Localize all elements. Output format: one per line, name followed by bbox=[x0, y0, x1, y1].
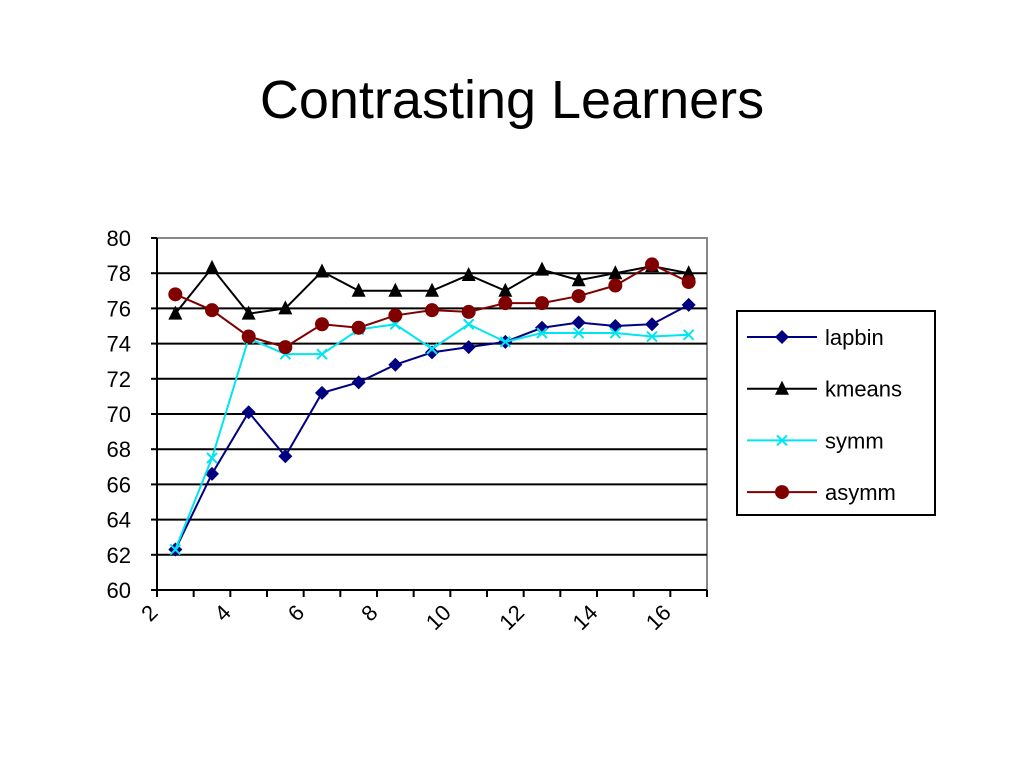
marker bbox=[425, 282, 439, 297]
marker bbox=[681, 297, 696, 312]
marker bbox=[316, 348, 328, 360]
y-tick-label: 76 bbox=[107, 296, 131, 321]
marker bbox=[168, 287, 183, 302]
marker bbox=[351, 320, 366, 335]
marker bbox=[682, 329, 695, 341]
marker bbox=[461, 304, 476, 319]
y-tick-label: 60 bbox=[107, 578, 131, 603]
marker bbox=[498, 296, 513, 311]
y-tick-label: 62 bbox=[107, 543, 131, 568]
marker bbox=[425, 303, 439, 318]
marker bbox=[205, 259, 219, 274]
marker bbox=[775, 485, 789, 500]
marker bbox=[168, 305, 183, 320]
marker bbox=[315, 317, 329, 332]
x-tick-label: 8 bbox=[356, 600, 382, 626]
marker bbox=[461, 340, 476, 355]
x-tick-label: 6 bbox=[283, 600, 309, 626]
slide-title: Contrasting Learners bbox=[260, 70, 764, 130]
marker bbox=[278, 300, 293, 315]
x-tick-label: 4 bbox=[210, 600, 236, 626]
x-tick-label: 12 bbox=[494, 600, 529, 635]
marker bbox=[206, 452, 218, 464]
marker bbox=[609, 327, 622, 339]
marker bbox=[462, 318, 475, 330]
marker bbox=[169, 543, 182, 556]
marker bbox=[499, 336, 512, 348]
y-tick-label: 66 bbox=[107, 472, 131, 497]
marker bbox=[278, 449, 293, 464]
marker bbox=[571, 315, 586, 330]
marker bbox=[608, 265, 623, 280]
y-tick-label: 68 bbox=[107, 437, 131, 462]
marker bbox=[775, 330, 789, 344]
legend-label: symm bbox=[825, 428, 884, 453]
marker bbox=[461, 266, 476, 281]
marker bbox=[388, 282, 403, 297]
x-tick-label: 14 bbox=[568, 600, 603, 635]
marker bbox=[645, 257, 659, 272]
x-tick-label: 2 bbox=[136, 600, 162, 626]
y-tick-label: 70 bbox=[107, 402, 131, 427]
marker bbox=[241, 405, 256, 420]
y-tick-label: 80 bbox=[107, 226, 131, 251]
marker bbox=[681, 265, 696, 280]
marker bbox=[646, 330, 658, 343]
y-tick-label: 74 bbox=[107, 332, 131, 357]
marker bbox=[315, 263, 329, 278]
marker bbox=[351, 375, 366, 390]
marker bbox=[278, 340, 293, 355]
marker bbox=[205, 466, 219, 481]
marker bbox=[425, 345, 439, 360]
marker bbox=[572, 327, 585, 339]
legend-label: asymm bbox=[825, 480, 896, 505]
marker bbox=[536, 327, 548, 339]
x-tick-label: 16 bbox=[641, 600, 676, 635]
marker bbox=[315, 385, 329, 400]
legend-label: kmeans bbox=[825, 377, 902, 402]
marker bbox=[535, 261, 549, 276]
marker bbox=[351, 282, 366, 297]
marker bbox=[498, 282, 513, 297]
marker bbox=[571, 289, 586, 304]
marker bbox=[241, 305, 256, 320]
marker bbox=[205, 303, 219, 318]
marker bbox=[426, 343, 438, 355]
marker bbox=[241, 329, 256, 344]
marker bbox=[535, 320, 549, 335]
x-tick-label: 10 bbox=[421, 600, 456, 635]
marker bbox=[645, 317, 659, 332]
marker bbox=[388, 357, 403, 372]
y-tick-label: 64 bbox=[107, 508, 131, 533]
y-tick-label: 78 bbox=[107, 261, 131, 286]
marker bbox=[388, 308, 403, 323]
marker bbox=[776, 434, 788, 447]
marker bbox=[535, 296, 549, 311]
marker bbox=[681, 275, 696, 289]
legend-box bbox=[736, 310, 936, 516]
legend-label: lapbin bbox=[825, 325, 884, 350]
marker bbox=[571, 272, 586, 287]
y-tick-label: 72 bbox=[107, 367, 131, 392]
marker bbox=[608, 278, 623, 293]
marker bbox=[775, 380, 789, 395]
